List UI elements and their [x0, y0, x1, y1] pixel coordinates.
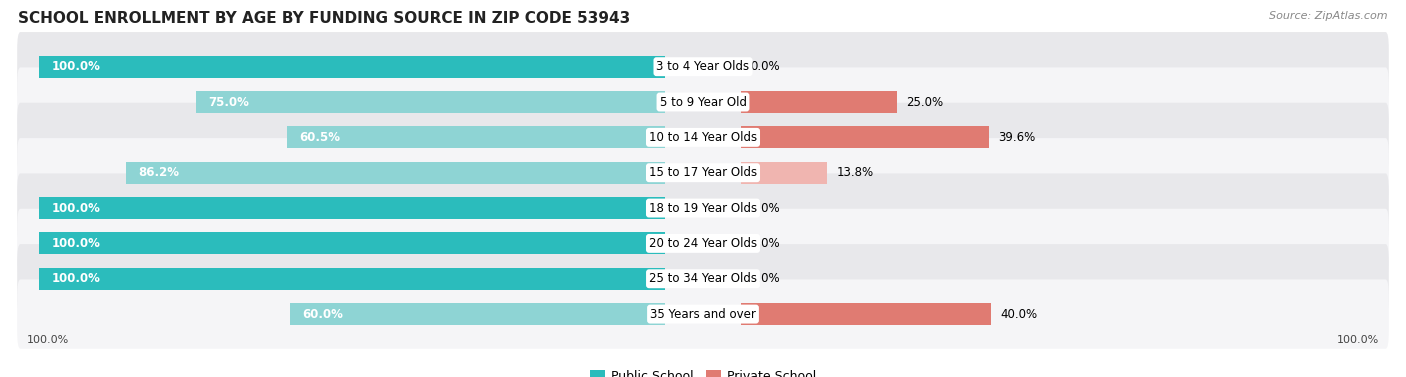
- Bar: [39, 197, 665, 219]
- Text: 25 to 34 Year Olds: 25 to 34 Year Olds: [650, 272, 756, 285]
- FancyBboxPatch shape: [17, 279, 1389, 349]
- Text: 40.0%: 40.0%: [1001, 308, 1038, 320]
- Legend: Public School, Private School: Public School, Private School: [585, 365, 821, 377]
- Text: 25.0%: 25.0%: [907, 95, 943, 109]
- Text: 39.6%: 39.6%: [998, 131, 1035, 144]
- Text: 3 to 4 Year Olds: 3 to 4 Year Olds: [657, 60, 749, 73]
- Bar: [39, 233, 665, 254]
- Bar: [741, 303, 991, 325]
- Bar: [287, 126, 665, 148]
- Bar: [125, 162, 665, 184]
- Text: 35 Years and over: 35 Years and over: [650, 308, 756, 320]
- Text: 13.8%: 13.8%: [837, 166, 873, 179]
- FancyBboxPatch shape: [17, 209, 1389, 278]
- Text: 0.0%: 0.0%: [749, 237, 779, 250]
- Text: 10 to 14 Year Olds: 10 to 14 Year Olds: [650, 131, 756, 144]
- Text: 60.5%: 60.5%: [299, 131, 340, 144]
- Text: 18 to 19 Year Olds: 18 to 19 Year Olds: [650, 202, 756, 215]
- FancyBboxPatch shape: [17, 67, 1389, 137]
- Bar: [741, 91, 897, 113]
- Text: 0.0%: 0.0%: [749, 272, 779, 285]
- FancyBboxPatch shape: [17, 138, 1389, 207]
- FancyBboxPatch shape: [17, 103, 1389, 172]
- Text: 100.0%: 100.0%: [52, 202, 100, 215]
- Text: 5 to 9 Year Old: 5 to 9 Year Old: [659, 95, 747, 109]
- Text: 20 to 24 Year Olds: 20 to 24 Year Olds: [650, 237, 756, 250]
- Bar: [195, 91, 665, 113]
- Bar: [741, 126, 988, 148]
- Text: Source: ZipAtlas.com: Source: ZipAtlas.com: [1270, 11, 1388, 21]
- Bar: [741, 162, 827, 184]
- Text: 60.0%: 60.0%: [302, 308, 343, 320]
- Text: 100.0%: 100.0%: [52, 60, 100, 73]
- Bar: [39, 56, 665, 78]
- Text: SCHOOL ENROLLMENT BY AGE BY FUNDING SOURCE IN ZIP CODE 53943: SCHOOL ENROLLMENT BY AGE BY FUNDING SOUR…: [18, 11, 630, 26]
- Text: 86.2%: 86.2%: [138, 166, 179, 179]
- Text: 100.0%: 100.0%: [27, 335, 69, 345]
- Text: 100.0%: 100.0%: [52, 237, 100, 250]
- Text: 100.0%: 100.0%: [1337, 335, 1379, 345]
- FancyBboxPatch shape: [17, 244, 1389, 313]
- Bar: [290, 303, 665, 325]
- Text: 0.0%: 0.0%: [749, 202, 779, 215]
- FancyBboxPatch shape: [17, 173, 1389, 243]
- Text: 75.0%: 75.0%: [208, 95, 249, 109]
- Text: 100.0%: 100.0%: [52, 272, 100, 285]
- Text: 15 to 17 Year Olds: 15 to 17 Year Olds: [650, 166, 756, 179]
- Text: 0.0%: 0.0%: [749, 60, 779, 73]
- Bar: [39, 268, 665, 290]
- FancyBboxPatch shape: [17, 32, 1389, 101]
